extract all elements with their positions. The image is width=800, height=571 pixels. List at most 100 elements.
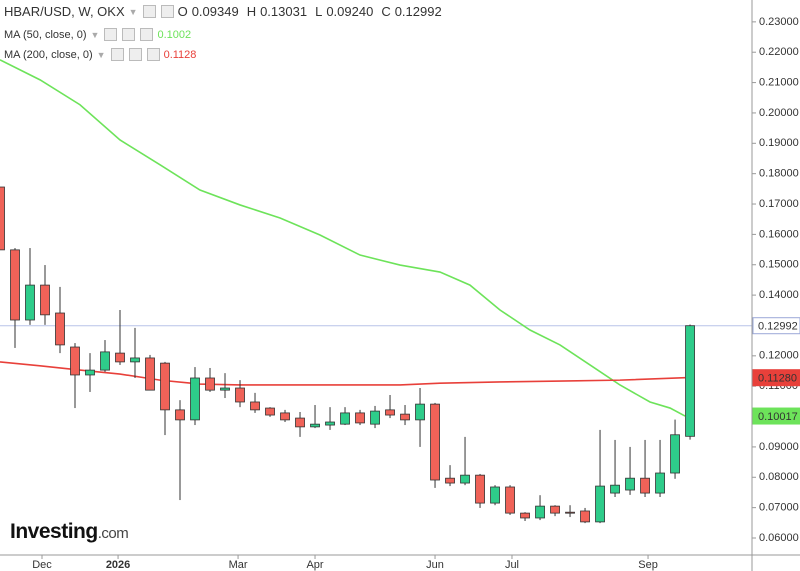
- candle-body: [190, 377, 200, 421]
- x-tick-label: Jun: [426, 559, 444, 571]
- dropdown[interactable]: ▼: [96, 49, 106, 60]
- y-tick-label: 0.21000: [759, 76, 799, 88]
- remove-icon[interactable]: [146, 48, 160, 61]
- candle-body: [475, 474, 485, 504]
- close-letter: C: [381, 4, 391, 19]
- ma-value: 0.1002: [157, 28, 192, 41]
- symbol-title: HBAR/USD, W, OKX: [4, 4, 125, 19]
- dropdown[interactable]: ▼: [128, 6, 138, 17]
- logo: Investing.com: [10, 520, 129, 544]
- candle-body: [295, 417, 305, 428]
- candle-body: [655, 472, 665, 494]
- candle-body: [685, 325, 695, 437]
- visibility-icon[interactable]: [110, 48, 124, 61]
- candle-body: [565, 511, 575, 514]
- y-tick-label: 0.07000: [759, 502, 799, 514]
- settings-icon[interactable]: [160, 5, 174, 18]
- logo-suffix: .com: [97, 525, 129, 542]
- x-tick-label: Jul: [505, 559, 519, 571]
- candle-body: [355, 412, 365, 424]
- price-box: [752, 317, 800, 335]
- y-tick-label: 0.15000: [759, 259, 799, 271]
- x-tick-label: Dec: [32, 559, 52, 571]
- candle-body: [445, 477, 455, 484]
- candle-body: [265, 407, 275, 416]
- main-legend: HBAR/USD, W, OKX ▼ O 0.09349 H 0.13031 L 0.…: [4, 4, 446, 19]
- high-value: 0.13031: [260, 4, 308, 19]
- settings-icon[interactable]: [122, 28, 136, 41]
- settings-icon[interactable]: [128, 48, 142, 61]
- logo-name: Investing: [10, 520, 98, 543]
- price-box-label: 0.12992: [758, 321, 798, 333]
- candle-body: [25, 284, 35, 321]
- candle-body: [55, 312, 65, 346]
- candle-body: [220, 387, 230, 391]
- candle-body: [430, 403, 440, 481]
- dropdown[interactable]: ▼: [90, 29, 100, 40]
- candle-body: [130, 357, 140, 363]
- y-tick-label: 0.18000: [759, 168, 799, 180]
- candle-body: [400, 413, 410, 421]
- candle-body: [310, 423, 320, 428]
- candle-body: [100, 351, 110, 371]
- candle-body: [610, 484, 620, 494]
- open-value: 0.09349: [191, 4, 239, 19]
- candle-body: [340, 412, 350, 425]
- candle-body: [250, 401, 260, 411]
- ma-line: [0, 59, 686, 417]
- candle-body: [640, 477, 650, 494]
- candle-body: [115, 352, 125, 363]
- visibility-icon[interactable]: [142, 5, 156, 18]
- candle-body: [550, 505, 560, 514]
- candle-body: [505, 486, 515, 514]
- y-tick-label: 0.22000: [759, 46, 799, 58]
- ma-value: 0.1128: [163, 48, 197, 61]
- candle-body: [385, 409, 395, 416]
- ma-name: MA (200, close, 0): [4, 48, 93, 61]
- x-tick-label: Apr: [306, 559, 323, 571]
- candle-body: [460, 474, 470, 484]
- candle-body: [205, 377, 215, 391]
- candle-body: [490, 486, 500, 504]
- price-box: [752, 407, 800, 425]
- candle-body: [325, 421, 335, 426]
- low-value: 0.09240: [326, 4, 374, 19]
- candle-body: [625, 477, 635, 491]
- candle-body: [280, 412, 290, 421]
- candle-body: [160, 362, 170, 411]
- ma-name: MA (50, close, 0): [4, 28, 87, 41]
- candle-body: [145, 357, 155, 391]
- candle-body: [535, 505, 545, 519]
- y-tick-label: 0.06000: [759, 532, 799, 544]
- y-tick-label: 0.20000: [759, 107, 799, 119]
- y-tick-label: 0.09000: [759, 441, 799, 453]
- candle-body: [40, 284, 50, 316]
- y-tick-label: 0.14000: [759, 289, 799, 301]
- y-tick-label: 0.16000: [759, 228, 799, 240]
- candle-body: [595, 485, 605, 523]
- y-tick-label: 0.17000: [759, 198, 799, 210]
- visibility-icon[interactable]: [104, 28, 118, 41]
- low-letter: L: [315, 4, 323, 19]
- y-tick-label: 0.12000: [759, 350, 799, 362]
- high-letter: H: [246, 4, 257, 19]
- x-tick-label: 2026: [106, 559, 130, 571]
- y-tick-label: 0.19000: [759, 137, 799, 149]
- price-box-label: 0.11280: [758, 373, 797, 385]
- candle-body: [415, 403, 425, 421]
- price-box: [752, 369, 800, 387]
- candle-body: [520, 512, 530, 519]
- x-tick-label: Mar: [229, 559, 248, 571]
- candle-body: [370, 410, 380, 425]
- candle-body: [0, 186, 5, 251]
- candle-body: [10, 249, 20, 321]
- candle-body: [580, 510, 590, 523]
- ma50-legend: MA (50, close, 0) ▼ 0.1002: [4, 28, 192, 41]
- price-box-label: 0.10017: [758, 411, 798, 423]
- y-tick-label: 0.08000: [759, 471, 799, 483]
- remove-icon[interactable]: [140, 28, 154, 41]
- x-tick-label: Sep: [638, 559, 658, 571]
- y-tick-label: 0.23000: [759, 16, 799, 28]
